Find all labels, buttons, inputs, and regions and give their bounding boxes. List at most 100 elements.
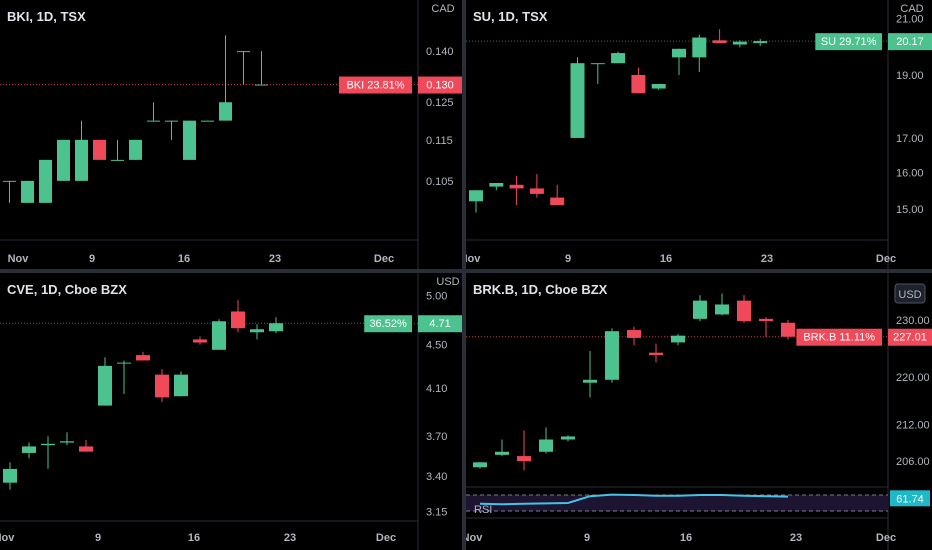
time-tick-label: 16 bbox=[178, 253, 190, 265]
time-tick-label: Dec bbox=[376, 532, 396, 544]
pane-divider-vertical[interactable] bbox=[462, 0, 466, 550]
su-chart-svg[interactable]: 21.00 19.00 17.00 16.00 15.00 Nov 9 16 23 Dec CAD S… bbox=[466, 0, 932, 269]
candle[interactable] bbox=[627, 326, 641, 346]
candle[interactable] bbox=[183, 120, 196, 160]
candle[interactable] bbox=[583, 350, 597, 398]
candle[interactable] bbox=[174, 371, 188, 397]
price-tag-value: 227.01 bbox=[893, 332, 927, 344]
candle[interactable] bbox=[473, 462, 487, 469]
candle[interactable] bbox=[111, 139, 124, 161]
candle[interactable] bbox=[550, 184, 565, 206]
pane-title: BRK.B, 1D, Cboe BZX bbox=[473, 282, 608, 297]
candle[interactable] bbox=[759, 317, 773, 337]
rsi-pane[interactable]: RSI 61.74 bbox=[466, 486, 930, 516]
candle[interactable] bbox=[98, 357, 112, 406]
candle[interactable] bbox=[570, 57, 585, 138]
price-tag-label: 36.52% bbox=[369, 318, 407, 330]
price-tick-label: 15.00 bbox=[896, 204, 924, 216]
brk-chart-svg[interactable]: RSI 61.74 230.00 220.00 212.00 206.00 Nov 9 16 23… bbox=[466, 273, 932, 550]
candle[interactable] bbox=[57, 139, 70, 181]
candle[interactable] bbox=[147, 102, 160, 122]
candle[interactable] bbox=[732, 40, 747, 48]
candle[interactable] bbox=[737, 295, 751, 323]
time-tick-label: 16 bbox=[680, 532, 692, 544]
candle[interactable] bbox=[672, 48, 686, 75]
candle[interactable] bbox=[590, 63, 605, 84]
candle[interactable] bbox=[753, 38, 768, 46]
price-tick-label: 21.00 bbox=[896, 13, 924, 25]
candle-body bbox=[57, 139, 70, 181]
candle[interactable] bbox=[219, 35, 232, 121]
candle[interactable] bbox=[539, 427, 553, 454]
candle[interactable] bbox=[22, 442, 36, 459]
candle[interactable] bbox=[41, 436, 55, 469]
time-tick-label: Nov bbox=[466, 532, 483, 544]
candle[interactable] bbox=[495, 439, 509, 457]
candle-body bbox=[39, 159, 52, 203]
candle[interactable] bbox=[231, 299, 245, 333]
candle[interactable] bbox=[517, 430, 531, 471]
candle[interactable] bbox=[649, 343, 663, 363]
candle-body bbox=[250, 329, 264, 333]
candle-body bbox=[473, 462, 487, 468]
candle-body bbox=[183, 120, 196, 160]
candle[interactable] bbox=[129, 139, 142, 160]
last-price-tag[interactable]: BKI 23.81% 0.130 bbox=[339, 76, 462, 94]
candle[interactable] bbox=[93, 139, 106, 160]
candle[interactable] bbox=[75, 120, 88, 181]
cve-chart-svg[interactable]: 5.00 4.50 4.10 3.70 3.40 3.15 Nov 9 16 23 Dec USD 36… bbox=[0, 273, 462, 550]
candle-body bbox=[693, 300, 707, 319]
candles-group bbox=[473, 293, 795, 471]
candle[interactable] bbox=[605, 328, 619, 383]
candle[interactable] bbox=[165, 120, 178, 140]
last-price-tag[interactable]: SU 29.71% 20.17 bbox=[815, 33, 932, 51]
candle[interactable] bbox=[715, 293, 729, 316]
candle[interactable] bbox=[117, 360, 131, 394]
candle[interactable] bbox=[201, 120, 214, 122]
candle[interactable] bbox=[212, 319, 226, 350]
candle-body bbox=[147, 120, 160, 122]
candle[interactable] bbox=[712, 29, 727, 44]
candle[interactable] bbox=[60, 432, 74, 446]
candle[interactable] bbox=[651, 83, 666, 91]
bki-chart-svg[interactable]: 0.140 0.125 0.115 0.105 Nov 9 16 23 Dec CAD BKI 23… bbox=[0, 0, 462, 269]
candle[interactable] bbox=[693, 295, 707, 322]
candle[interactable] bbox=[250, 324, 264, 340]
candle[interactable] bbox=[509, 175, 524, 206]
candle[interactable] bbox=[155, 369, 169, 403]
price-tick-label: 0.125 bbox=[426, 97, 454, 109]
last-price-tag[interactable]: 36.52% 4.71 bbox=[364, 315, 462, 333]
chart-pane-cve[interactable]: 5.00 4.50 4.10 3.70 3.40 3.15 Nov 9 16 23 Dec USD 36… bbox=[0, 273, 462, 550]
currency-chip[interactable] bbox=[894, 283, 926, 304]
candle[interactable] bbox=[269, 317, 283, 334]
candle[interactable] bbox=[3, 462, 17, 490]
candle[interactable] bbox=[671, 333, 685, 346]
pane-divider-horizontal[interactable] bbox=[0, 269, 932, 273]
candle[interactable] bbox=[469, 190, 483, 213]
candle[interactable] bbox=[136, 351, 150, 361]
candle[interactable] bbox=[255, 51, 268, 86]
candle[interactable] bbox=[21, 180, 34, 203]
candle[interactable] bbox=[489, 182, 504, 191]
candle[interactable] bbox=[561, 435, 575, 442]
candle[interactable] bbox=[237, 51, 250, 85]
candle[interactable] bbox=[529, 174, 544, 198]
candle[interactable] bbox=[39, 159, 52, 203]
candle[interactable] bbox=[611, 51, 626, 64]
candle[interactable] bbox=[692, 34, 707, 73]
chart-pane-brk[interactable]: RSI 61.74 230.00 220.00 212.00 206.00 Nov 9 16 23… bbox=[466, 273, 932, 550]
time-tick-label: Dec bbox=[876, 253, 896, 265]
candle[interactable] bbox=[79, 440, 93, 452]
candle[interactable] bbox=[3, 180, 16, 203]
candle[interactable] bbox=[631, 67, 646, 94]
time-tick-label: Nov bbox=[8, 253, 30, 265]
candle[interactable] bbox=[781, 319, 795, 340]
candle-body bbox=[570, 63, 585, 138]
price-tag-label: BKI 23.81% bbox=[346, 80, 404, 92]
chart-pane-su[interactable]: 21.00 19.00 17.00 16.00 15.00 Nov 9 16 23 Dec CAD S… bbox=[466, 0, 932, 269]
chart-pane-bki[interactable]: 0.140 0.125 0.115 0.105 Nov 9 16 23 Dec CAD BKI 23… bbox=[0, 0, 462, 269]
last-price-tag[interactable]: BRK.B 11.11% 227.01 bbox=[796, 328, 932, 346]
candle[interactable] bbox=[193, 336, 207, 345]
candle-body bbox=[672, 48, 686, 58]
pane-title: SU, 1D, TSX bbox=[473, 9, 548, 24]
